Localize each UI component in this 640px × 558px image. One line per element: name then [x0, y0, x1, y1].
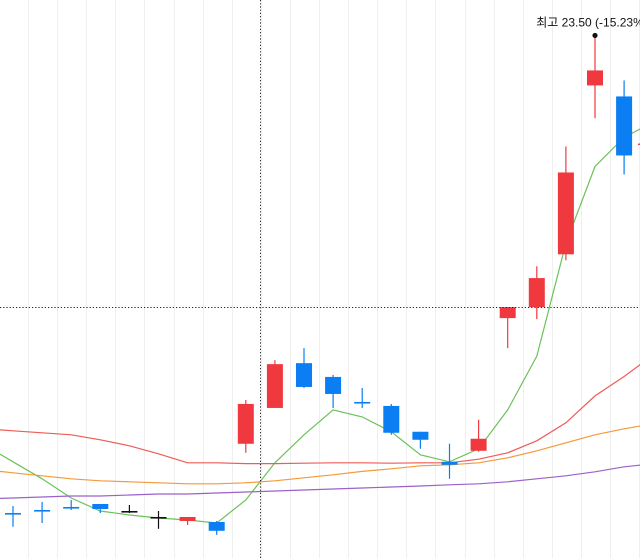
candle-6	[179, 516, 196, 525]
candle-body-3	[92, 503, 109, 509]
candle-20	[587, 35, 603, 119]
candle-4	[121, 504, 138, 513]
candle-5	[150, 510, 167, 529]
candle-9	[266, 360, 283, 408]
candle-14	[412, 431, 429, 449]
high-marker-dot	[592, 32, 598, 39]
candle-body-12	[354, 401, 371, 404]
candle-body-16	[470, 438, 487, 451]
candle-7	[208, 520, 225, 535]
candle-10	[296, 348, 312, 388]
candle-body-14	[412, 431, 429, 440]
candle-body-21	[616, 96, 633, 156]
candle-body-20	[587, 70, 603, 86]
candle-body-4	[121, 510, 138, 513]
candle-body-9	[266, 364, 283, 408]
ma-line-ma_purple	[0, 464, 640, 499]
high-annotation: 최고 23.50 (-15.23%)	[536, 15, 640, 39]
candle-21	[616, 80, 633, 175]
candle-8	[237, 399, 254, 453]
candle-body-0	[5, 512, 21, 515]
candle-body-15	[441, 461, 458, 465]
candle-body-18	[528, 278, 545, 308]
candle-19	[557, 146, 574, 261]
candle-0	[5, 505, 21, 527]
candle-body-7	[208, 521, 225, 531]
candle-body-19	[557, 172, 574, 255]
candle-body-8	[237, 403, 254, 444]
candle-body-10	[296, 363, 312, 387]
candle-body-6	[179, 516, 196, 521]
ma-line-ma_red	[0, 364, 640, 465]
candles	[5, 35, 640, 535]
candle-11	[325, 374, 342, 408]
ma-line-ma_orange	[0, 425, 640, 485]
candle-body-2	[63, 506, 80, 509]
candle-body-11	[325, 376, 342, 394]
candle-13	[383, 403, 400, 435]
candle-body-17	[499, 307, 516, 319]
candle-2	[63, 499, 80, 510]
high-marker-label: 최고 23.50 (-15.23%)	[536, 15, 640, 29]
candle-17	[499, 307, 516, 349]
candle-body-5	[150, 516, 167, 519]
candle-12	[354, 387, 371, 408]
candle-body-13	[383, 405, 400, 433]
candle-18	[528, 266, 545, 320]
candle-1	[34, 501, 51, 523]
candle-15	[441, 443, 458, 479]
candle-3	[92, 503, 109, 513]
candle-16	[470, 419, 487, 452]
candle-body-1	[34, 509, 51, 512]
